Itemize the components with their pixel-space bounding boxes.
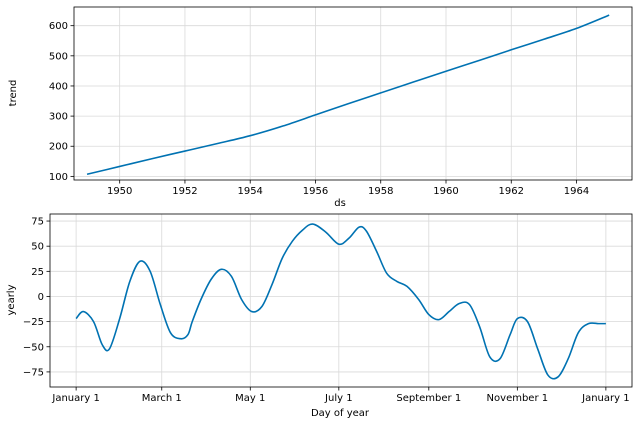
yearly-panel: January 1 March 1 May 1 July 1 September 1 No…: [6, 213, 633, 419]
yearly-y-tick-label: 0: [38, 292, 44, 303]
yearly-y-tick-label: 50: [31, 242, 44, 253]
trend-x-tick-label: 1952: [172, 186, 197, 197]
trend-x-tick-label: 1956: [303, 186, 328, 197]
trend-x-tick-label: 1958: [368, 186, 393, 197]
yearly-x-tick-label: January 1: [51, 393, 99, 404]
yearly-x-tick-label: January 1: [581, 393, 629, 404]
trend-plot-frame: [73, 6, 633, 181]
trend-x-tick-label: 1954: [237, 186, 262, 197]
trend-y-tick-label: 600: [49, 21, 68, 32]
yearly-x-tick-label: July 1: [324, 393, 353, 404]
yearly-x-tick-label: May 1: [235, 393, 265, 404]
yearly-x-tick-label: November 1: [487, 393, 549, 404]
yearly-x-tick-label: March 1: [142, 393, 182, 404]
trend-x-tick-label: 1960: [433, 186, 458, 197]
yearly-y-tick-label: −50: [23, 342, 44, 353]
trend-y-tick-label: 100: [49, 172, 68, 183]
trend-x-axis-label: ds: [334, 198, 346, 209]
yearly-series-line: [75, 223, 606, 380]
trend-y-tick-label: 300: [49, 112, 68, 123]
trend-series-line: [86, 14, 610, 176]
trend-y-tick-label: 400: [49, 81, 68, 92]
yearly-y-tick-label: 75: [31, 217, 44, 228]
trend-x-tick-label: 1964: [564, 186, 589, 197]
trend-x-tick-label: 1962: [499, 186, 524, 197]
trend-x-tick-label: 1950: [107, 186, 132, 197]
yearly-y-tick-label: −75: [23, 367, 44, 378]
yearly-x-tick-label: September 1: [396, 393, 461, 404]
yearly-y-axis-label: yearly: [6, 284, 17, 315]
yearly-y-tick-label: −25: [23, 317, 44, 328]
yearly-x-axis-label: Day of year: [311, 408, 370, 419]
yearly-y-tick-label: 25: [31, 267, 44, 278]
trend-y-tick-label: 500: [49, 51, 68, 62]
trend-y-tick-label: 200: [49, 142, 68, 153]
yearly-plot-frame: [49, 213, 633, 388]
trend-panel: 1950 1952 1954 1956 1958 1960 1962 1964 100 200 30…: [8, 6, 633, 209]
trend-y-axis-label: trend: [8, 80, 19, 107]
